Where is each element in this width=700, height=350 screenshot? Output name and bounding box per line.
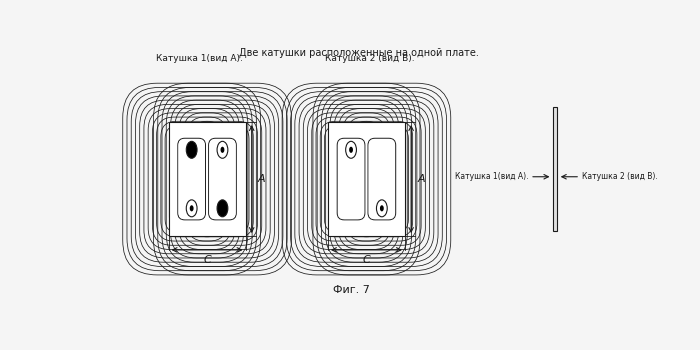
Text: Две катушки расположенные на одной плате.: Две катушки расположенные на одной плате… <box>239 48 479 58</box>
Bar <box>169 122 246 236</box>
Ellipse shape <box>190 205 194 211</box>
Text: C: C <box>203 255 211 265</box>
Text: Фиг. 7: Фиг. 7 <box>332 285 370 295</box>
FancyBboxPatch shape <box>369 139 395 219</box>
Text: C: C <box>363 255 370 265</box>
FancyBboxPatch shape <box>209 139 235 219</box>
FancyBboxPatch shape <box>178 139 204 219</box>
Text: Катушка 2 (вид В).: Катушка 2 (вид В). <box>582 172 657 181</box>
Text: A: A <box>258 174 265 184</box>
Bar <box>328 122 405 236</box>
Ellipse shape <box>380 205 384 211</box>
Ellipse shape <box>349 147 353 153</box>
Bar <box>553 107 557 231</box>
Text: Катушка 2 (вид В).: Катушка 2 (вид В). <box>326 54 415 63</box>
Ellipse shape <box>217 141 228 158</box>
Text: A: A <box>417 174 425 184</box>
Ellipse shape <box>346 141 356 158</box>
Ellipse shape <box>377 200 387 217</box>
Ellipse shape <box>217 200 228 217</box>
Ellipse shape <box>186 141 197 158</box>
Text: Катушка 1(вид А).: Катушка 1(вид А). <box>156 54 243 63</box>
Text: Катушка 1(вид А).: Катушка 1(вид А). <box>455 172 528 181</box>
Ellipse shape <box>220 147 225 153</box>
FancyBboxPatch shape <box>338 139 364 219</box>
Ellipse shape <box>186 200 197 217</box>
